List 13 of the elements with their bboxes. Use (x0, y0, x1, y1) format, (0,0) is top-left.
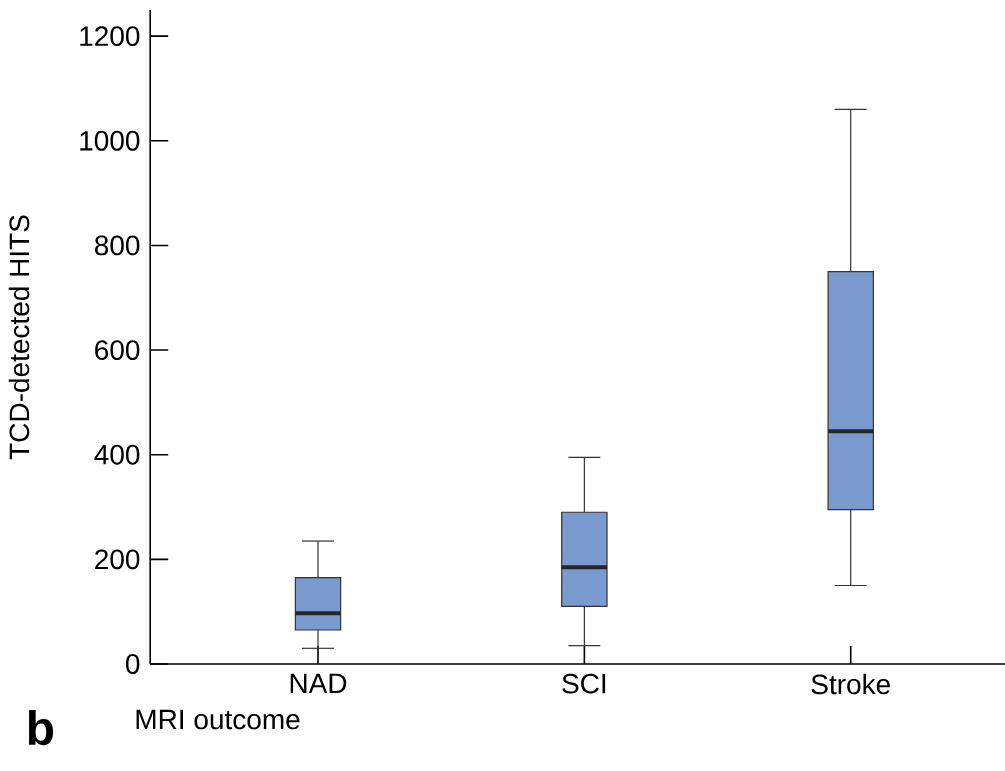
x-tick-label: SCI (562, 673, 606, 694)
x-tick-label: NAD (290, 673, 347, 693)
y-tick-label: 0 (125, 654, 140, 674)
x-tick-label: Stroke (811, 673, 890, 695)
y-tick-label: 400 (94, 444, 140, 465)
y-tick-label: 600 (95, 340, 140, 360)
y-axis-title: TCD-detected HITS (8, 215, 30, 460)
text: b (28, 710, 54, 746)
y-tick-label: 800 (94, 235, 140, 256)
y-tick-label: 200 (95, 549, 140, 570)
y-tick-label: 1000 (80, 130, 140, 151)
x-axis-title: MRI outcome (136, 709, 300, 730)
y-tick-label: 1200 (80, 26, 140, 47)
